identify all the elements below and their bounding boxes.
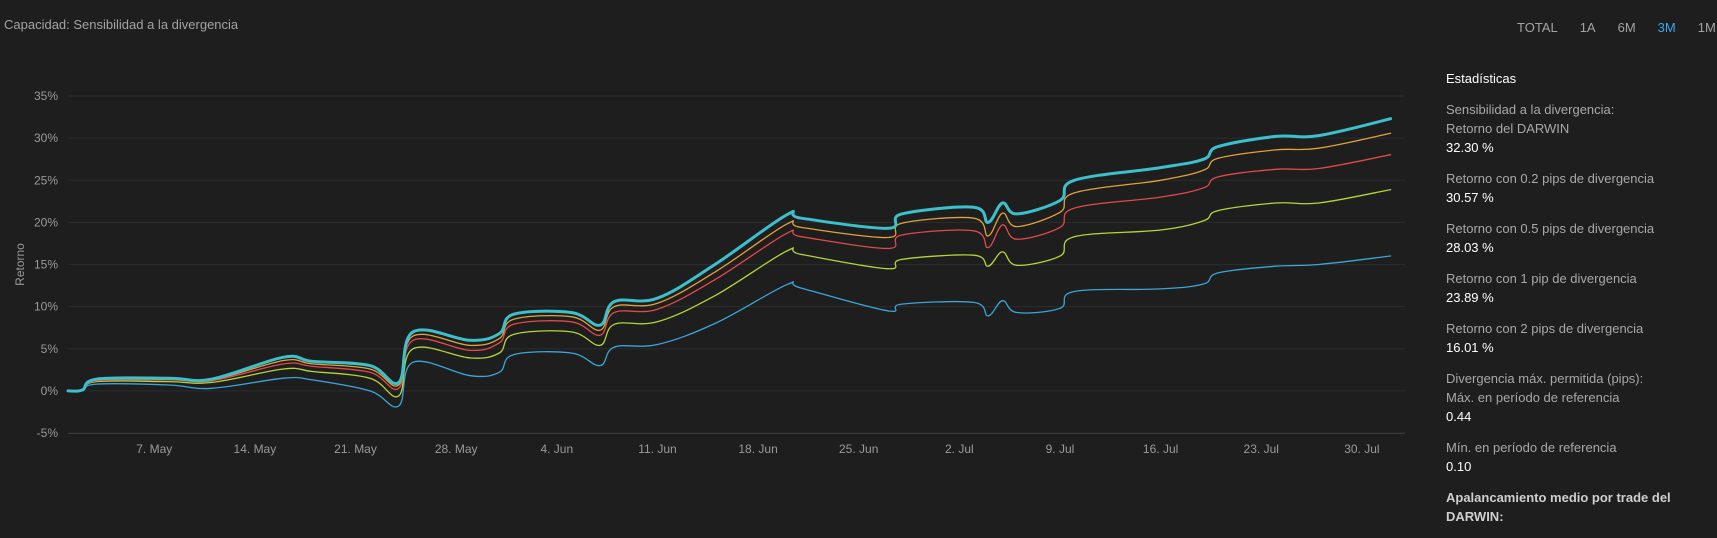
stat-r05-label: Retorno con 0.5 pips de divergencia [1446, 221, 1655, 236]
stat-min-label: Mín. en período de referencia [1446, 440, 1617, 455]
y-tick-label: 25% [34, 173, 58, 187]
stat-r2-value: 16.01 % [1446, 340, 1494, 355]
x-axis-ticks: 7. May 14. May 21. May 28. May 4. Jun 11. Jun… [136, 442, 1379, 456]
stat-darwin: Sensibilidad a la divergencia: Retorno d… [1446, 100, 1717, 157]
stat-max-label: Máx. en período de referencia [1446, 390, 1620, 405]
y-axis-label: Retorno [13, 243, 27, 286]
stat-r02-label: Retorno con 0.2 pips de divergencia [1446, 171, 1655, 186]
y-tick-label: 5% [41, 342, 59, 356]
tab-3m[interactable]: 3M [1657, 20, 1676, 35]
y-tick-label: 15% [34, 258, 58, 272]
stat-max-value: 0.44 [1446, 409, 1472, 424]
y-tick-label: 10% [34, 300, 58, 314]
x-tick-label: 14. May [234, 442, 277, 456]
y-tick-label: -5% [37, 426, 59, 440]
series-line-r2 [67, 255, 1392, 408]
y-axis-ticks: -5% 0% 5% 10% 15% 20% 25% 30% 35% [34, 90, 58, 440]
x-tick-label: 28. May [435, 442, 478, 456]
x-tick-label: 2. Jul [945, 442, 974, 456]
stat-r02: Retorno con 0.2 pips de divergencia 30.5… [1446, 169, 1717, 207]
y-tick-label: 20% [34, 215, 58, 229]
stat-min-divergence: Mín. en período de referencia 0.10 [1446, 438, 1717, 476]
stat-r1-value: 23.89 % [1446, 290, 1494, 305]
stat-r2: Retorno con 2 pips de divergencia 16.01 … [1446, 319, 1717, 357]
x-tick-label: 25. Jun [839, 442, 878, 456]
stat-r1-label: Retorno con 1 pip de divergencia [1446, 271, 1637, 286]
tab-total[interactable]: TOTAL [1517, 20, 1558, 35]
x-tick-label: 7. May [136, 442, 172, 456]
y-tick-label: 30% [34, 131, 58, 145]
x-tick-label: 30. Jul [1344, 442, 1379, 456]
tab-1m[interactable]: 1M [1697, 20, 1716, 35]
series-line-r1 [67, 188, 1392, 398]
chart-title: Capacidad: Sensibilidad a la divergencia [4, 17, 239, 32]
x-tick-label: 11. Jun [638, 442, 676, 456]
stats-panel: Estadísticas Sensibilidad a la divergenc… [1446, 71, 1717, 538]
y-tick-label: 0% [41, 384, 59, 398]
stat-r02-value: 30.57 % [1446, 190, 1494, 205]
x-tick-label: 21. May [334, 442, 377, 456]
chart-grid [68, 95, 1405, 434]
series-line-darwin [66, 117, 1393, 393]
stat-leverage-title: Apalancamiento medio por trade del DARWI… [1446, 490, 1671, 524]
stat-r2-label: Retorno con 2 pips de divergencia [1446, 321, 1644, 336]
x-tick-label: 18. Jun [738, 442, 777, 456]
chart-series [66, 117, 1393, 408]
x-tick-label: 23. Jul [1244, 442, 1279, 456]
stat-leverage: Apalancamiento medio por trade del DARWI… [1446, 488, 1717, 526]
y-tick-label: 35% [34, 90, 58, 103]
stat-maxdiv-title: Divergencia máx. permitida (pips): [1446, 371, 1644, 386]
stats-heading: Estadísticas [1446, 71, 1517, 86]
stat-max-divergence: Divergencia máx. permitida (pips): Máx. … [1446, 369, 1717, 426]
series-line-r02 [67, 132, 1392, 392]
stat-darwin-label: Retorno del DARWIN [1446, 121, 1570, 136]
x-tick-label: 9. Jul [1046, 442, 1075, 456]
returns-chart: -5% 0% 5% 10% 15% 20% 25% 30% 35% 7. May 14. May 2… [13, 90, 1405, 456]
tab-6m[interactable]: 6M [1617, 20, 1636, 35]
stat-divergence-title: Sensibilidad a la divergencia: [1446, 102, 1615, 117]
stat-r05: Retorno con 0.5 pips de divergencia 28.0… [1446, 219, 1717, 257]
tab-1a[interactable]: 1A [1579, 20, 1596, 35]
stat-min-value: 0.10 [1446, 459, 1472, 474]
range-tabs: TOTAL 1A 6M 3M 1M [1517, 20, 1717, 35]
x-tick-label: 16. Jul [1143, 442, 1178, 456]
stat-darwin-value: 32.30 % [1446, 140, 1494, 155]
stat-r1: Retorno con 1 pip de divergencia 23.89 % [1446, 269, 1717, 307]
stat-r05-value: 28.03 % [1446, 240, 1494, 255]
x-tick-label: 4. Jun [540, 442, 573, 456]
series-line-r05 [67, 154, 1392, 392]
